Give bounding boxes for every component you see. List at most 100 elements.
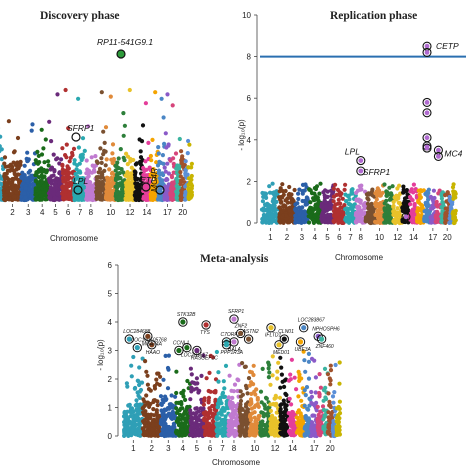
discovery-snp-point [66, 126, 71, 131]
meta-snp-point [223, 414, 228, 419]
discovery-snp-point [149, 158, 154, 163]
meta-snp-point [189, 372, 194, 377]
discovery-snp-point [15, 165, 20, 170]
meta-snp-point [146, 433, 151, 438]
meta-snp-point [194, 376, 199, 381]
replication-x-tick-label: 20 [443, 233, 452, 242]
meta-snp-point [258, 430, 263, 435]
replication-snp-point [365, 196, 370, 201]
meta-snp-point [281, 398, 286, 403]
replication-snp-point [342, 187, 347, 192]
meta-snp-point [176, 431, 181, 436]
meta-snp-point [158, 394, 164, 399]
replication-snp-point [300, 213, 305, 218]
meta-snp-point [178, 406, 184, 411]
meta-snp-point [144, 369, 149, 374]
discovery-snp-point [138, 155, 144, 160]
discovery-snp-point [160, 153, 165, 158]
discovery-snp-point [23, 195, 28, 200]
discovery-snp-point [138, 149, 143, 154]
discovery-snp-point [0, 181, 2, 186]
meta-snp-point [137, 419, 142, 424]
discovery-snp-point [107, 167, 112, 172]
discovery-snp-point [118, 147, 123, 152]
meta-snp-point [288, 372, 293, 377]
discovery-snp-point [97, 188, 102, 193]
replication-y-label: - log₁₀(p) [237, 119, 246, 151]
discovery-snp-point [137, 190, 142, 195]
replication-snp-point [355, 188, 360, 193]
discovery-snp-point [124, 197, 129, 202]
replication-snp-point [374, 191, 379, 196]
meta-snp-point [183, 397, 188, 402]
discovery-snp-point [174, 176, 179, 181]
discovery-snp-point [174, 166, 179, 171]
meta-snp-point [188, 366, 193, 371]
discovery-snp-point [143, 159, 148, 164]
replication-snp-point [287, 184, 292, 190]
replication-x-tick-label: 7 [348, 233, 353, 242]
discovery-snp-point [46, 159, 51, 164]
meta-snp-point [226, 419, 231, 424]
discovery-snp-point [53, 185, 59, 190]
discovery-x-tick-label: 20 [178, 208, 187, 217]
discovery-x-tick-label: 10 [106, 208, 115, 217]
discovery-snp-point [141, 177, 146, 182]
replication-snp-point [450, 211, 455, 216]
replication-snp-point [336, 197, 341, 202]
discovery-gene-label: SFRP1 [67, 123, 95, 133]
discovery-snp-point [133, 181, 138, 186]
meta-snp-point [195, 381, 200, 386]
discovery-snp-point [23, 186, 29, 191]
discovery-snp-point [96, 175, 101, 180]
discovery-snp-point [121, 155, 126, 160]
discovery-snp-point [127, 184, 132, 189]
discovery-snp-point [188, 180, 193, 185]
discovery-snp-point [53, 180, 58, 185]
discovery-snp-point [33, 186, 38, 191]
meta-snp-point [253, 419, 258, 424]
discovery-snp-point [3, 176, 8, 181]
meta-snp-point [258, 389, 264, 394]
meta-snp-point [267, 370, 272, 375]
meta-snp-point [266, 366, 271, 371]
meta-snp-point [145, 373, 150, 378]
discovery-snp-point [140, 123, 146, 128]
discovery-snp-point [34, 197, 39, 202]
discovery-snp-point [96, 181, 101, 186]
meta-snp-point [264, 396, 269, 401]
discovery-snp-point [99, 156, 104, 161]
replication-snp-point [277, 219, 282, 224]
meta-snp-point [132, 421, 137, 426]
meta-snp-point [150, 427, 155, 432]
discovery-snp-point [97, 166, 103, 171]
replication-snp-point [443, 206, 448, 211]
meta-snp-point [151, 417, 157, 422]
meta-snp-point [147, 404, 152, 409]
meta-snp-point [223, 363, 229, 368]
discovery-snp-point [24, 156, 29, 161]
meta-snp-point [160, 412, 165, 417]
discovery-snp-point [63, 186, 68, 191]
replication-snp-point [430, 197, 435, 202]
discovery-snp-point [88, 195, 93, 201]
replication-snp-point [415, 208, 420, 213]
discovery-snp-point [94, 178, 99, 183]
meta-snp-point [252, 410, 257, 415]
replication-snp-point [283, 204, 288, 209]
meta-snp-point [217, 397, 222, 402]
discovery-snp-point [80, 136, 86, 141]
discovery-x-tick-label: 4 [40, 208, 45, 217]
meta-snp-point [122, 410, 127, 415]
meta-snp-point [159, 417, 164, 422]
meta-snp-point [216, 379, 221, 384]
meta-snp-point [151, 431, 156, 436]
meta-snp-point [224, 405, 229, 410]
replication-snp-point [451, 216, 456, 221]
discovery-snp-point [12, 194, 17, 199]
meta-snp-point [231, 420, 237, 425]
replication-snp-point [287, 208, 292, 213]
replication-snp-point [375, 212, 380, 217]
discovery-snp-point [124, 193, 129, 198]
replication-snp-point [264, 195, 269, 200]
